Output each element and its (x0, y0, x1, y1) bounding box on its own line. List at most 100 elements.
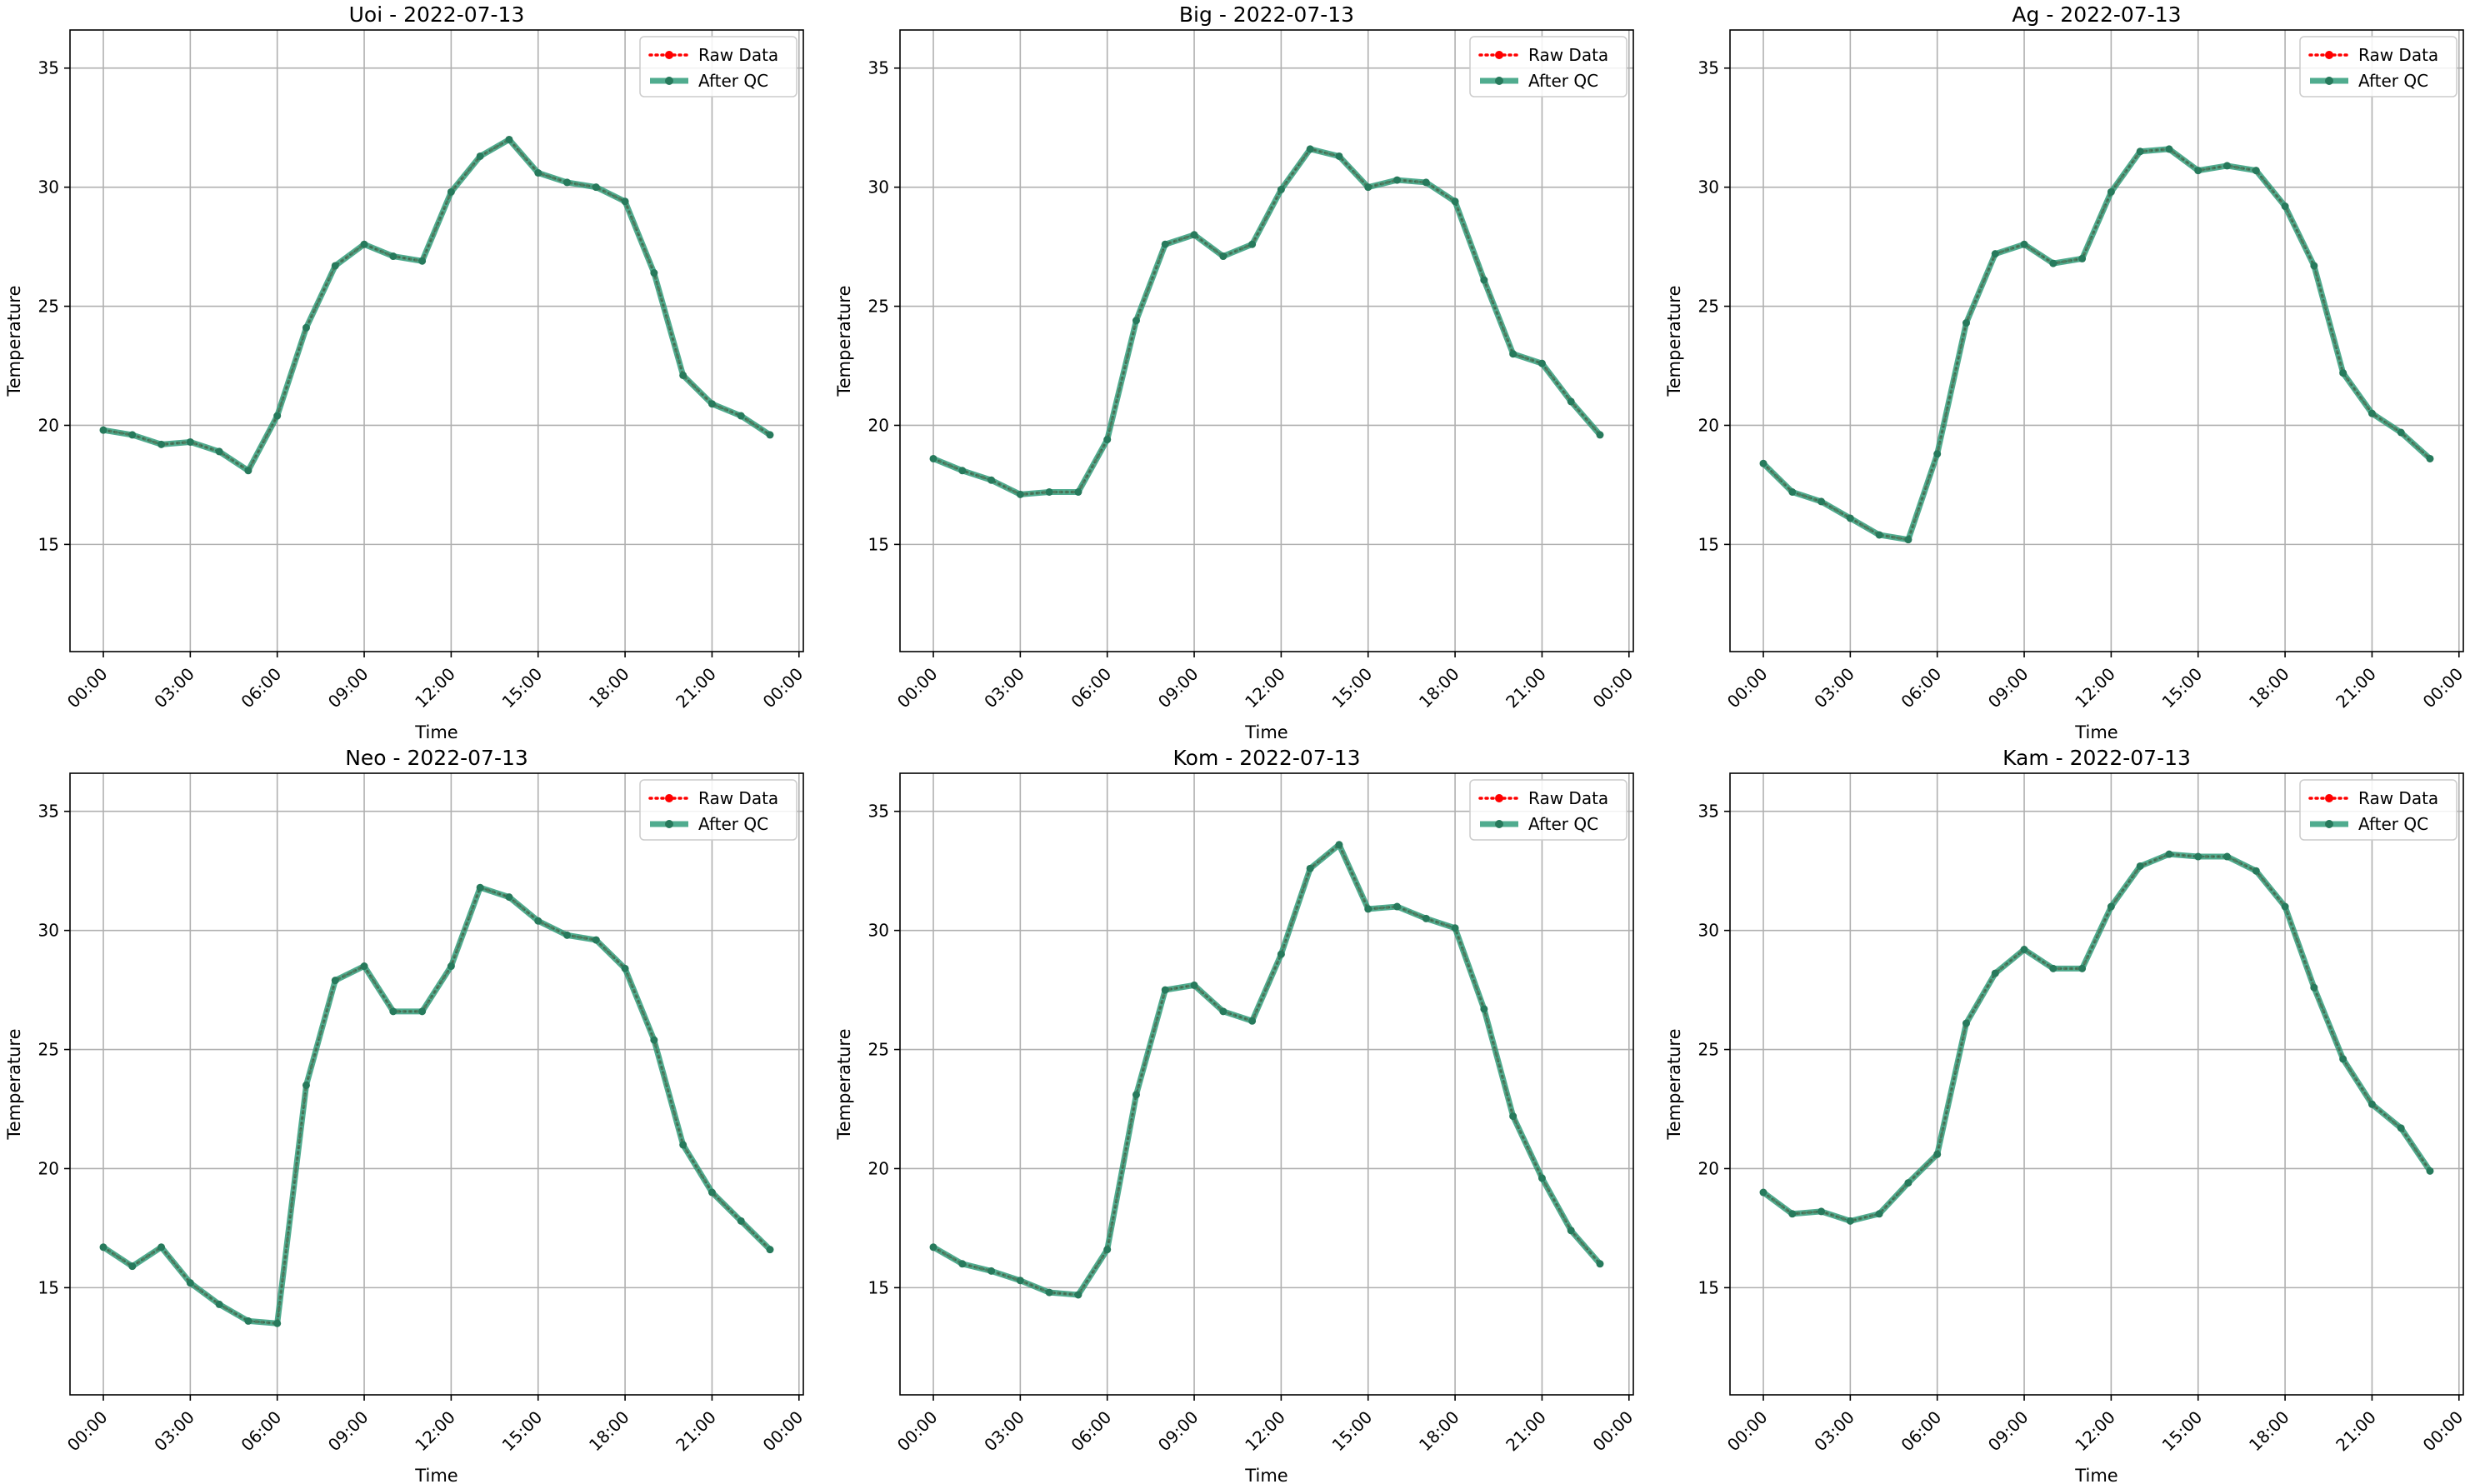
x-tick-label: 00:00 (759, 664, 808, 712)
data-point-after-qc (1248, 1017, 1257, 1025)
legend-label-after-qc: After QC (1528, 814, 1598, 834)
series-line-raw-data (102, 137, 772, 473)
x-axis-label: Time (1244, 1466, 1288, 1484)
x-tick-label: 15:00 (2158, 664, 2207, 712)
data-point-after-qc (2310, 262, 2318, 270)
data-point-after-qc (2368, 1100, 2376, 1108)
x-tick-label: 06:00 (238, 664, 286, 712)
data-point-after-qc (958, 1260, 967, 1268)
series-line-overlay (102, 886, 771, 1325)
x-tick-label: 00:00 (893, 664, 942, 712)
legend-marker-after-qc (2325, 77, 2333, 85)
series-line-overlay (1762, 853, 2431, 1222)
data-point-after-qc (563, 178, 572, 187)
data-point-after-qc (1846, 1217, 1854, 1225)
x-tick-label: 15:00 (1328, 664, 1377, 712)
data-point-after-qc (708, 1188, 716, 1197)
data-point-after-qc (331, 977, 339, 985)
x-axis-label: Time (2074, 1466, 2118, 1484)
axes-frame (69, 772, 804, 1396)
y-tick-label: 25 (38, 297, 59, 317)
data-point-after-qc (505, 893, 513, 902)
data-point-after-qc (2136, 147, 2144, 156)
data-point-after-qc (650, 269, 658, 277)
x-tick-label: 00:00 (63, 1407, 112, 1456)
y-tick-label: 35 (38, 58, 59, 78)
y-tick-label: 20 (1698, 415, 1719, 435)
x-tick-label: 03:00 (1810, 664, 1858, 712)
y-tick-label: 35 (868, 58, 889, 78)
data-point-after-qc (1132, 1091, 1140, 1099)
data-point-after-qc (244, 467, 252, 475)
series-line-after-qc (1761, 851, 2432, 1224)
x-tick-label: 21:00 (1502, 664, 1550, 712)
legend-marker-after-qc (2325, 820, 2333, 828)
data-point-after-qc (1904, 1179, 1912, 1187)
x-tick-label: 06:00 (1068, 664, 1116, 712)
x-tick-label: 09:00 (1984, 664, 2032, 712)
data-point-after-qc (447, 962, 455, 971)
axes-frame (1729, 29, 2464, 652)
legend: Raw Data After QC (639, 36, 798, 97)
data-point-after-qc (708, 400, 716, 408)
data-point-after-qc (1759, 459, 1768, 467)
y-axis-label: Temperature (1664, 1028, 1684, 1140)
x-tick-label: 00:00 (2419, 1407, 2468, 1456)
data-point-after-qc (1480, 276, 1488, 284)
x-tick-label: 06:00 (1898, 664, 1946, 712)
series-line-after-qc (932, 842, 1602, 1298)
x-tick-label: 00:00 (2419, 664, 2468, 712)
data-point-after-qc (273, 1319, 282, 1327)
legend-label-raw-data: Raw Data (2358, 788, 2438, 808)
x-tick-label: 12:00 (1241, 664, 1289, 712)
y-tick-label: 30 (1698, 177, 1719, 197)
x-tick-label: 12:00 (2071, 1407, 2119, 1456)
axes-frame (899, 29, 1634, 652)
x-tick-label: 00:00 (63, 664, 112, 712)
data-point-after-qc (215, 1300, 223, 1308)
x-tick-label: 06:00 (1068, 1407, 1116, 1456)
legend-marker-raw-data (665, 794, 673, 802)
y-axis-label: Temperature (834, 1028, 854, 1140)
y-tick-label: 15 (38, 534, 59, 554)
data-point-after-qc (534, 917, 542, 925)
data-point-after-qc (2339, 369, 2348, 377)
y-tick-label: 15 (868, 534, 889, 554)
legend: Raw Data After QC (2299, 36, 2458, 97)
y-axis-label: Temperature (1664, 285, 1684, 397)
legend-marker-after-qc (665, 820, 673, 828)
y-tick-label: 15 (868, 1277, 889, 1297)
data-point-after-qc (929, 454, 938, 462)
data-point-after-qc (2078, 964, 2087, 972)
data-point-after-qc (2136, 862, 2144, 870)
chart-panel: 00:00 03:00 06:00 09:00 12:00 15:00 18:00 21:00… (4, 2, 807, 742)
data-point-after-qc (2049, 964, 2058, 972)
data-point-after-qc (592, 936, 600, 944)
legend-label-raw-data: Raw Data (698, 788, 778, 808)
legend: Raw Data After QC (1469, 36, 1628, 97)
axes-frame (69, 29, 804, 652)
x-tick-label: 15:00 (498, 664, 547, 712)
data-point-after-qc (389, 252, 398, 261)
x-axis-label: Time (1244, 722, 1288, 742)
y-tick-label: 20 (1698, 1158, 1719, 1178)
data-point-after-qc (650, 1036, 658, 1044)
data-point-after-qc (766, 431, 774, 439)
data-point-after-qc (2281, 202, 2289, 211)
legend-marker-after-qc (1495, 77, 1503, 85)
data-point-after-qc (679, 371, 688, 379)
chart-title: Big - 2022-07-13 (1179, 2, 1354, 27)
data-point-after-qc (128, 431, 137, 439)
x-tick-label: 00:00 (759, 1407, 808, 1456)
x-tick-label: 12:00 (2071, 664, 2119, 712)
axes-frame (1729, 772, 2464, 1396)
legend-marker-raw-data (2325, 51, 2333, 59)
data-point-after-qc (2194, 852, 2202, 861)
data-point-after-qc (988, 1267, 996, 1275)
data-point-after-qc (2223, 852, 2232, 861)
data-point-after-qc (2310, 983, 2318, 992)
data-point-after-qc (534, 168, 542, 177)
x-tick-label: 00:00 (1723, 664, 1772, 712)
data-point-after-qc (621, 964, 629, 972)
data-point-after-qc (1875, 531, 1883, 539)
